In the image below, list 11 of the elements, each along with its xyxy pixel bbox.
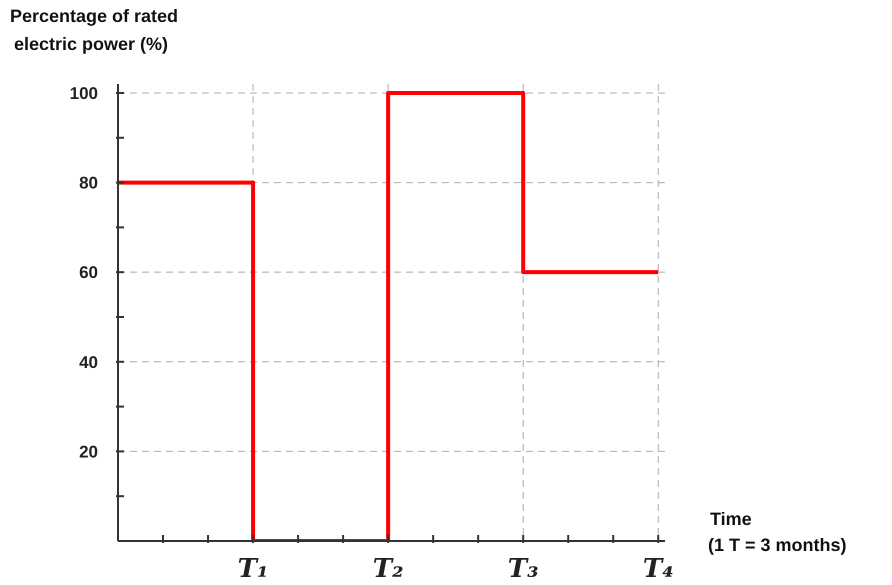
y-tick-label: 80	[79, 174, 98, 193]
y-tick-label: 40	[79, 352, 98, 372]
x-tick-label: T₃	[508, 554, 539, 584]
x-axis-title: Time (1 T = 3 months)	[708, 508, 847, 557]
y-axis-title: Percentage of rated electric power (%)	[10, 5, 178, 56]
y-tick-label: 20	[79, 442, 98, 462]
x-tick-label: T₄	[642, 554, 674, 584]
y-tick-label: 100	[70, 84, 98, 103]
y-tick-label: 60	[79, 263, 98, 282]
x-tick-label: T₁	[238, 554, 268, 584]
x-tick-label: T₂	[372, 554, 404, 584]
